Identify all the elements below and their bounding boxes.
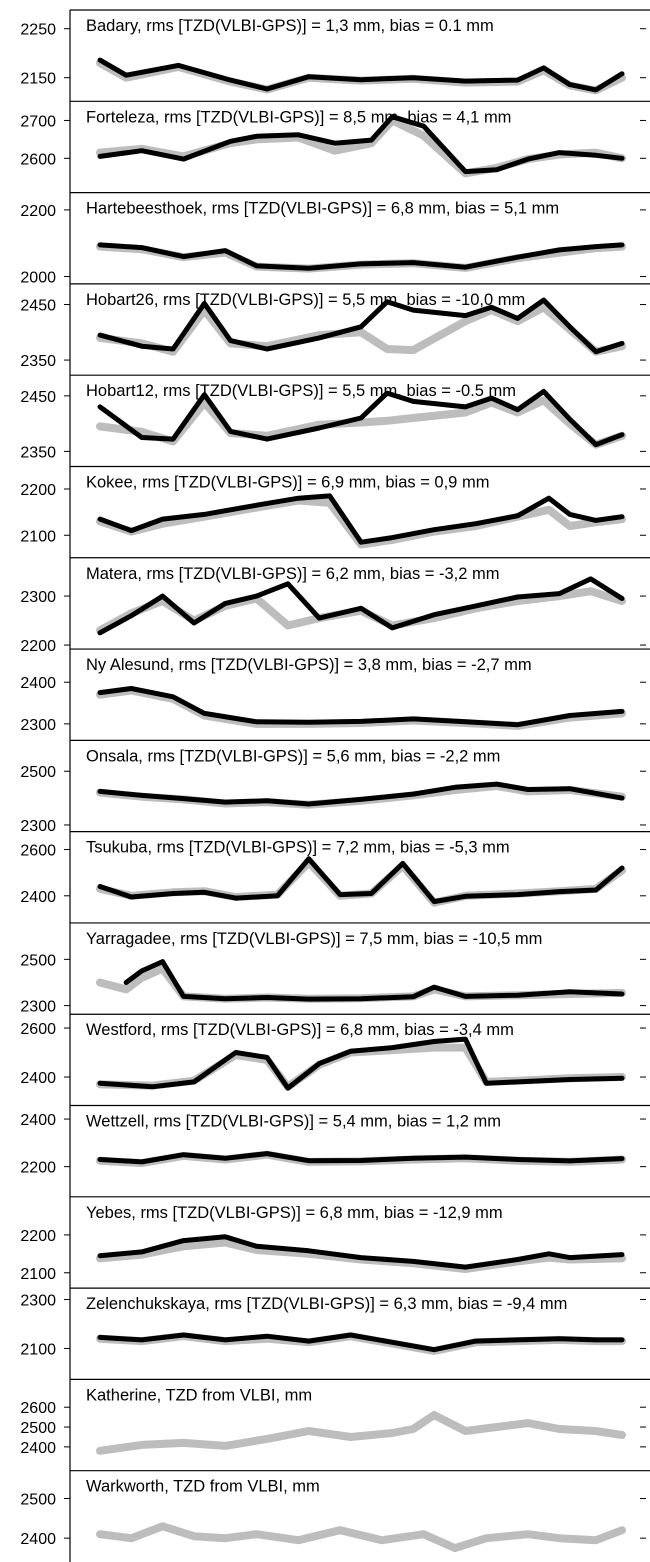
panel-6-title: Matera, rms [TZD(VLBI-GPS)] = 6,2 mm, bi… [86, 565, 500, 583]
panel-1-ytick-label-0: 2700 [20, 113, 56, 130]
panel-4-ytick-label-0: 2450 [20, 389, 56, 406]
panel-1-ytick-label-1: 2600 [20, 151, 56, 168]
panel-13-title: Yebes, rms [TZD(VLBI-GPS)] = 6,8 mm, bia… [86, 1204, 503, 1222]
panel-8-ytick-label-0: 2500 [20, 764, 56, 781]
panel-16-title: Warkworth, TZD from VLBI, mm [86, 1478, 320, 1496]
panel-3-title: Hobart26, rms [TZD(VLBI-GPS)] = 5,5 mm, … [86, 291, 525, 309]
panel-7-series-1-line [100, 689, 622, 725]
panel-10-ytick-label-1: 2300 [20, 999, 56, 1016]
panel-6-ytick-label-0: 2300 [20, 589, 56, 606]
panel-11-ytick-label-0: 2600 [20, 1021, 56, 1038]
panel-5-series-1-line [100, 496, 622, 542]
panel-14-ytick-label-0: 2300 [20, 1292, 56, 1309]
panel-14-ytick-label-1: 2100 [20, 1341, 56, 1358]
panel-8-title: Onsala, rms [TZD(VLBI-GPS)] = 5,6 mm, bi… [86, 747, 500, 765]
panel-16-series-0-line [100, 1526, 622, 1548]
panel-15-ytick-label-2: 2400 [20, 1440, 56, 1457]
panel-6-series-1-line [100, 579, 622, 633]
panel-2-ytick-label-1: 2000 [20, 270, 56, 287]
panel-1-series-0-line [100, 120, 622, 173]
panel-16-ytick-label-1: 2400 [20, 1531, 56, 1548]
panel-10-ytick-label-0: 2500 [20, 952, 56, 969]
panel-9-title: Tsukuba, rms [TZD(VLBI-GPS)] = 7,2 mm, b… [86, 839, 510, 857]
panel-11-ytick-label-1: 2400 [20, 1070, 56, 1087]
panel-9-ytick-label-0: 2600 [20, 843, 56, 860]
panel-6-ytick-label-1: 2200 [20, 638, 56, 655]
panel-0-series-1-line [100, 60, 622, 90]
panel-9-series-0-line [100, 862, 622, 902]
panel-0-ytick-label-1: 2150 [20, 71, 56, 88]
panel-4-title: Hobart12, rms [TZD(VLBI-GPS)] = 5,5 mm, … [86, 382, 516, 400]
panel-13-ytick-label-0: 2200 [20, 1228, 56, 1245]
panel-0-title: Badary, rms [TZD(VLBI-GPS)] = 1,3 mm, bi… [86, 17, 494, 35]
panel-3-ytick-label-0: 2450 [20, 298, 56, 315]
panel-2-title: Hartebeesthoek, rms [TZD(VLBI-GPS)] = 6,… [86, 200, 559, 218]
panel-7-title: Ny Alesund, rms [TZD(VLBI-GPS)] = 3,8 mm… [86, 656, 532, 674]
panel-4-ytick-label-1: 2350 [20, 444, 56, 461]
panel-5-title: Kokee, rms [TZD(VLBI-GPS)] = 6,9 mm, bia… [86, 473, 489, 491]
panel-4-series-0-line [100, 400, 622, 444]
panel-12-title: Wettzell, rms [TZD(VLBI-GPS)] = 5,4 mm, … [86, 1113, 501, 1131]
panel-7-ytick-label-1: 2300 [20, 717, 56, 734]
panel-12-ytick-label-0: 2400 [20, 1112, 56, 1129]
panel-15-ytick-label-1: 2500 [20, 1420, 56, 1437]
panel-1-title: Forteleza, rms [TZD(VLBI-GPS)] = 8,5 mm,… [86, 108, 511, 126]
panel-5-ytick-label-1: 2100 [20, 528, 56, 545]
panel-5-ytick-label-0: 2200 [20, 482, 56, 499]
panel-15-series-0-line [100, 1415, 622, 1451]
panel-9-series-1-line [100, 859, 622, 902]
panel-12-ytick-label-1: 2200 [20, 1160, 56, 1177]
panel-3-ytick-label-1: 2350 [20, 353, 56, 370]
panel-7-ytick-label-0: 2400 [20, 675, 56, 692]
panel-16-ytick-label-0: 2500 [20, 1492, 56, 1509]
panel-15-title: Katherine, TZD from VLBI, mm [86, 1386, 312, 1404]
panel-9-ytick-label-1: 2400 [20, 889, 56, 906]
panel-14-title: Zelenchukskaya, rms [TZD(VLBI-GPS)] = 6,… [86, 1295, 567, 1313]
panel-2-ytick-label-0: 2200 [20, 203, 56, 220]
panel-15-ytick-label-0: 2600 [20, 1400, 56, 1417]
panel-0-ytick-label-0: 2250 [20, 22, 56, 39]
panel-8-ytick-label-1: 2300 [20, 818, 56, 835]
panel-13-ytick-label-1: 2100 [20, 1266, 56, 1283]
panel-10-title: Yarragadee, rms [TZD(VLBI-GPS)] = 7,5 mm… [86, 930, 542, 948]
panel-11-title: Westford, rms [TZD(VLBI-GPS)] = 6,8 mm, … [86, 1021, 514, 1039]
